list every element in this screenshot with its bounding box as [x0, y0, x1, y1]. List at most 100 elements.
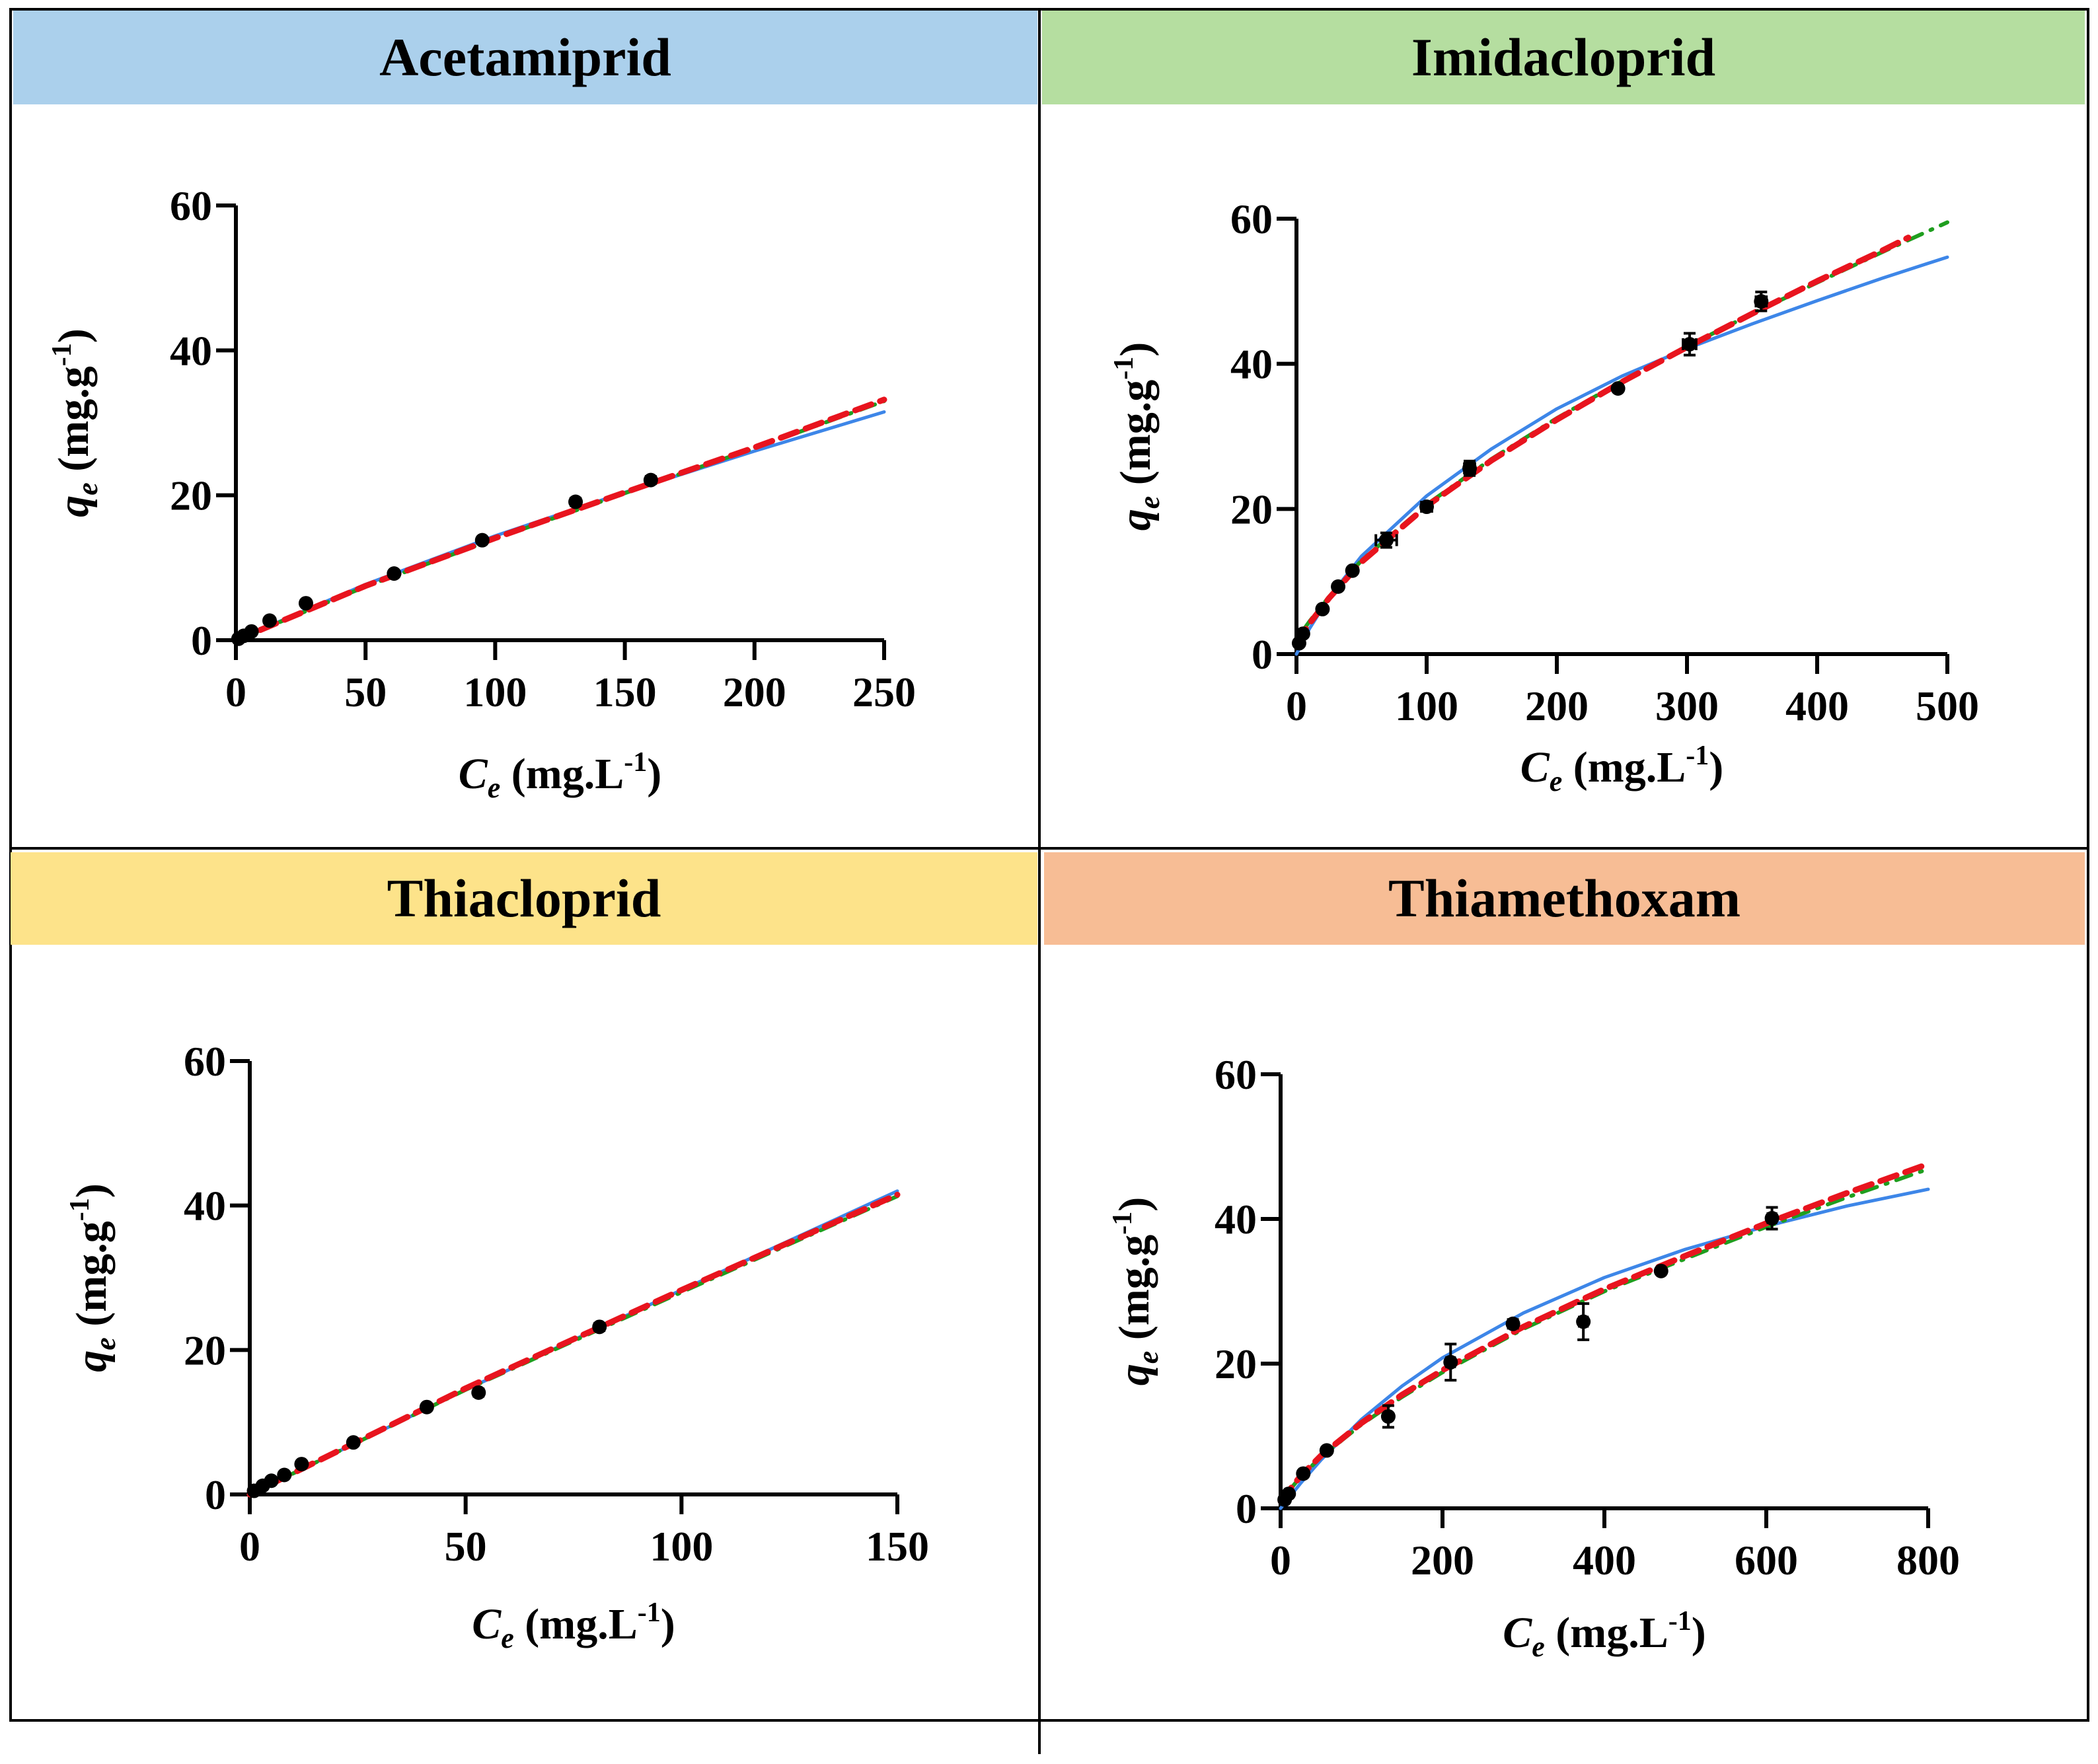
y-tick-label: 60 [1230, 196, 1273, 242]
x-axis-label: Ce (mg.L-1) [472, 1598, 675, 1654]
y-axis-label-superscript: -1 [1107, 1212, 1138, 1235]
x-tick-label: 150 [593, 669, 657, 716]
y-axis-label-close: ) [67, 1183, 116, 1198]
fit-curve-red [233, 396, 887, 643]
data-point [1295, 626, 1310, 642]
y-axis-label-unit: (mg.g [50, 366, 98, 482]
data-point [1331, 579, 1346, 594]
y-tick-label: 0 [205, 1471, 226, 1518]
y-tick-label: 20 [1215, 1341, 1257, 1387]
x-tick-label: 600 [1735, 1537, 1798, 1584]
x-axis-label-subscript: e [488, 772, 501, 804]
x-axis-label-superscript: -1 [1668, 1606, 1692, 1636]
y-tick-label: 20 [1230, 486, 1273, 533]
x-tick-label: 500 [1916, 682, 1979, 729]
data-point [294, 1457, 309, 1472]
x-tick-label: 250 [852, 669, 916, 716]
y-axis-label-superscript: -1 [65, 1198, 95, 1221]
data-point [1380, 1409, 1396, 1424]
x-tick-label: 800 [1896, 1537, 1960, 1584]
y-axis-label: qe (mg.g-1) [1107, 1197, 1164, 1385]
x-tick-label: 200 [723, 669, 786, 716]
x-tick-label: 0 [239, 1523, 260, 1570]
data-point [1505, 1316, 1520, 1331]
data-point [1315, 601, 1330, 616]
y-axis-label-unit: (mg.g [1110, 1235, 1158, 1351]
x-axis-label-superscript: -1 [624, 747, 647, 778]
header-thiamethoxam: Thiamethoxam [1044, 852, 2085, 945]
x-tick-label: 0 [225, 669, 246, 716]
y-axis-label: qe (mg.g-1) [47, 328, 104, 517]
y-tick-label: 60 [1215, 1051, 1257, 1098]
y-axis-label-close: ) [50, 328, 98, 343]
x-axis-label: Ce (mg.L-1) [1503, 1606, 1706, 1663]
x-axis-label-subscript: e [1550, 765, 1563, 797]
header-imidacloprid: Imidacloprid [1042, 11, 2085, 104]
data-point [568, 494, 583, 509]
data-point [1378, 533, 1394, 548]
y-axis-label-close: ) [1110, 1197, 1158, 1212]
x-axis-label-symbol: C [459, 750, 488, 798]
x-tick-label: 150 [866, 1523, 929, 1570]
x-axis-label-close: ) [1709, 743, 1723, 791]
x-axis-label-unit: (mg.L [500, 750, 624, 798]
data-point [244, 624, 259, 639]
y-tick-label: 0 [191, 617, 212, 664]
data-point [262, 613, 278, 628]
x-axis-label-close: ) [647, 750, 661, 798]
y-tick-label: 0 [1252, 631, 1273, 678]
y-tick-label: 60 [170, 182, 212, 229]
data-point [387, 566, 402, 581]
panel-title: Thiamethoxam [1388, 868, 1741, 928]
panel-title: Acetamiprid [379, 27, 671, 87]
x-tick-label: 200 [1525, 682, 1589, 729]
fit-curve-red [1277, 1161, 1931, 1504]
x-axis-label-subscript: e [501, 1622, 514, 1654]
y-axis-label-unit: (mg.g [1111, 380, 1160, 496]
data-point [1754, 294, 1769, 309]
panel-title: Imidacloprid [1411, 27, 1716, 87]
data-point [1462, 460, 1478, 476]
x-axis-label: Ce (mg.L-1) [459, 747, 662, 804]
y-axis-label-superscript: -1 [1109, 357, 1139, 380]
x-axis-label-symbol: C [472, 1600, 502, 1648]
x-tick-label: 100 [650, 1523, 713, 1570]
y-axis-label-superscript: -1 [47, 343, 77, 366]
y-axis-label: qe (mg.g-1) [1109, 342, 1166, 531]
data-point [298, 596, 313, 611]
y-tick-label: 40 [170, 327, 212, 374]
y-tick-label: 40 [1215, 1196, 1257, 1243]
y-tick-label: 40 [1230, 341, 1273, 388]
data-point [1345, 563, 1360, 578]
panel-title: Thiacloprid [387, 868, 661, 928]
x-tick-label: 200 [1411, 1537, 1474, 1584]
x-axis-label: Ce (mg.L-1) [1520, 741, 1724, 797]
x-axis-label-unit: (mg.L [1545, 1609, 1668, 1657]
y-axis-label-symbol: q [67, 1350, 116, 1372]
y-axis-label-symbol: q [50, 496, 98, 517]
x-tick-label: 0 [1286, 682, 1307, 729]
y-tick-label: 20 [170, 472, 212, 519]
y-tick-label: 40 [184, 1183, 226, 1230]
fit-curve-green [1279, 1167, 1930, 1504]
y-axis-label-subscript: e [89, 1337, 122, 1350]
data-point [1419, 499, 1434, 515]
x-axis-label-superscript: -1 [638, 1598, 661, 1628]
data-point [471, 1385, 486, 1400]
data-point [277, 1467, 292, 1483]
data-point [643, 472, 658, 488]
x-axis-label-close: ) [661, 1600, 675, 1648]
y-tick-label: 20 [184, 1327, 226, 1374]
x-axis-label-subscript: e [1532, 1631, 1545, 1663]
x-tick-label: 0 [1270, 1537, 1291, 1584]
y-tick-label: 0 [1236, 1485, 1257, 1532]
data-point [1764, 1210, 1780, 1226]
data-point [1610, 381, 1626, 396]
y-axis-label-subscript: e [1132, 1351, 1164, 1364]
data-point [1319, 1443, 1334, 1458]
x-tick-label: 50 [344, 669, 387, 716]
